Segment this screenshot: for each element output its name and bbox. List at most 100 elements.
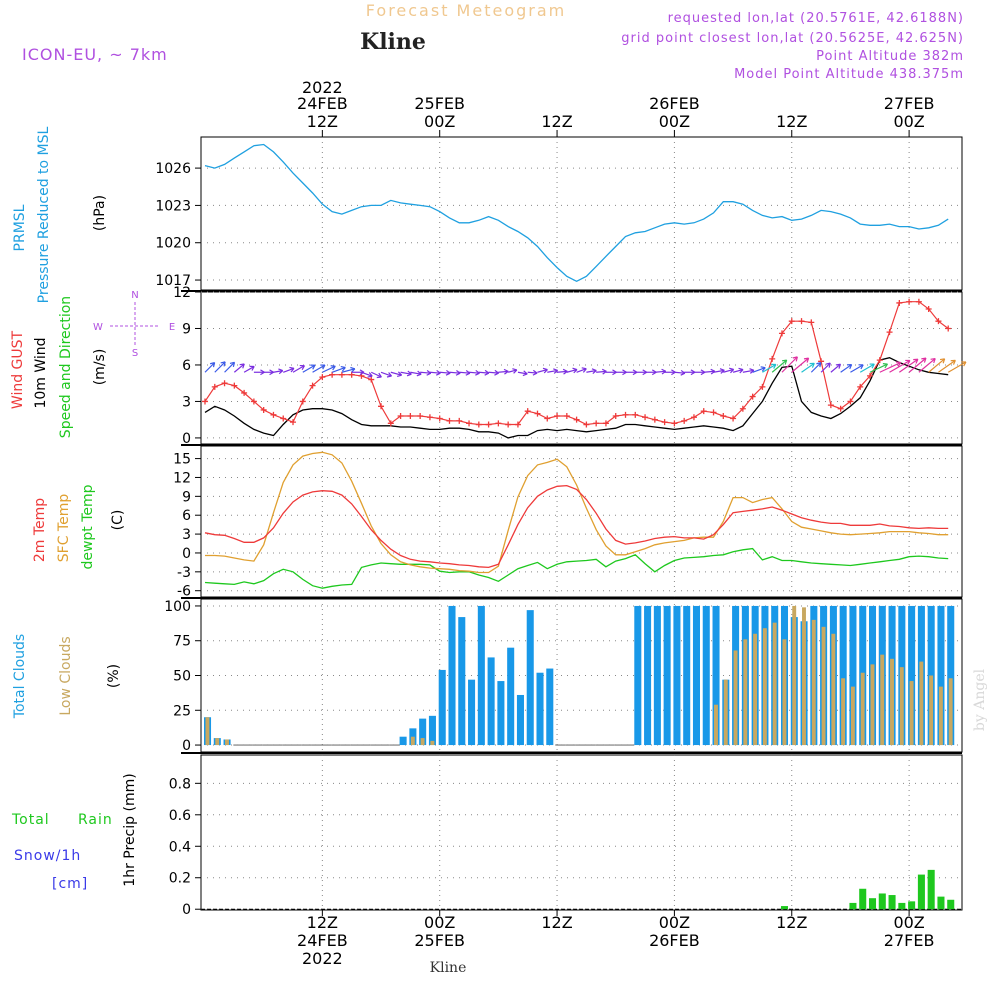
ytick-label-precipitation: 0.6 <box>169 808 191 824</box>
wind-direction-arrow-icon <box>283 367 295 373</box>
total-cloud-bar <box>673 605 681 746</box>
gust-marker <box>417 413 424 420</box>
gust-marker <box>700 408 707 415</box>
compass-e: E <box>169 322 175 333</box>
gust-marker <box>319 374 326 381</box>
low-cloud-bar <box>860 672 865 746</box>
wind-arrowhead-icon <box>396 371 403 378</box>
low-clouds-label: Low Clouds <box>58 636 74 715</box>
wind-direction-arrow-icon <box>468 371 480 374</box>
wind-direction-arrow-icon <box>781 356 798 373</box>
low-cloud-bar <box>714 704 718 746</box>
temp-unit: (C) <box>110 510 126 531</box>
sfc-temp-series-line <box>205 451 949 574</box>
wind-arrowhead-icon <box>760 366 766 372</box>
total-cloud-bar <box>438 669 446 746</box>
point-altitude: Point Altitude 382m <box>816 49 964 64</box>
total-cloud-bar <box>683 605 691 746</box>
wind-direction-arrow-icon <box>498 370 509 373</box>
precip-axis-label: 1hr Precip (mm) <box>122 773 138 886</box>
ytick-label-clouds: 0 <box>182 738 191 754</box>
bottom-x-label-line1: 00Z <box>659 913 690 932</box>
pressure-series-line <box>204 143 949 283</box>
ytick-label-pressure: 1017 <box>155 273 191 289</box>
wind-direction-arrow-icon <box>850 364 864 373</box>
wind-arrowhead-icon <box>729 367 735 374</box>
gust-marker <box>798 318 805 325</box>
rain-bar <box>859 888 867 910</box>
wind-arrowhead-icon <box>572 367 578 374</box>
low-cloud-bar <box>733 650 738 746</box>
low-cloud-bar <box>811 619 816 746</box>
wind-arrowhead-icon <box>921 357 927 363</box>
wind-arrowhead-icon <box>229 361 236 367</box>
wind-direction-arrow-icon <box>801 362 815 373</box>
rain-bar <box>849 902 857 910</box>
clouds-unit: (%) <box>106 664 122 688</box>
wind-direction-arrow-icon <box>508 369 518 373</box>
total-cloud-bar <box>536 672 544 746</box>
t2m-label: 2m Temp <box>32 498 48 562</box>
wind-direction-arrow-icon <box>527 371 538 374</box>
wind-direction-arrow-icon <box>331 366 346 373</box>
wind-arrowhead-icon <box>905 359 911 365</box>
wind-arrowhead-icon <box>269 369 274 376</box>
gust-marker <box>847 398 854 405</box>
gust-marker <box>534 410 541 417</box>
gust-marker <box>554 413 561 420</box>
wind-direction-arrow-icon <box>576 368 587 373</box>
low-cloud-bar <box>948 678 953 746</box>
wind-arrowhead-icon <box>835 363 842 369</box>
ytick-label-wind: 9 <box>182 321 191 337</box>
speed-dir-label: Speed and Direction <box>58 296 74 438</box>
ytick-label-precipitation: 0 <box>182 902 191 918</box>
gust-marker <box>906 298 913 305</box>
wind-arrowhead-icon <box>278 368 284 375</box>
gust-marker <box>466 420 473 427</box>
wind-arrowhead-icon <box>562 368 568 375</box>
precip-total-label: Total <box>11 812 50 828</box>
rain-bar <box>780 906 789 910</box>
total-cloud-bar <box>428 715 436 746</box>
ytick-label-precipitation: 0.2 <box>169 871 191 887</box>
total-cloud-bar <box>507 647 515 746</box>
total-cloud-bar <box>487 657 495 746</box>
total-cloud-bar <box>908 605 916 746</box>
wind-direction-arrow-icon <box>908 357 927 373</box>
wind-direction-arrow-icon <box>380 371 392 377</box>
gust-marker <box>827 402 834 409</box>
low-cloud-bar <box>753 633 758 746</box>
ytick-label-pressure: 1023 <box>155 198 191 214</box>
bottom-x-label-line1: 12Z <box>307 913 338 932</box>
panel-frame-temperature <box>200 445 963 598</box>
ytick-label-temperature: -6 <box>177 584 191 600</box>
low-cloud-bar <box>841 678 846 746</box>
gust-marker <box>866 372 873 379</box>
wind-arrowhead-icon <box>961 361 967 367</box>
total-cloud-bar <box>477 605 485 746</box>
wind-direction-arrow-icon <box>869 363 888 373</box>
bottom-x-label-line1: 12Z <box>541 913 572 932</box>
y-axes: 1017 1020 1023 1026 0 3 6 9 12 -6 -3 0 3 6 9 12 15 0 25 50 7… <box>155 161 201 918</box>
wind-direction-arrow-icon <box>791 357 809 373</box>
ytick-label-wind: 0 <box>182 431 191 447</box>
wind-arrowhead-icon <box>939 358 946 364</box>
wind-direction-arrow-icon <box>547 369 558 373</box>
gust-marker <box>778 330 785 337</box>
low-cloud-bar <box>802 607 806 746</box>
gust-marker <box>749 393 756 400</box>
top-x-label-line3: 00Z <box>424 112 455 131</box>
low-cloud-bar <box>792 605 797 746</box>
gust-marker <box>436 415 443 422</box>
total-cloud-bar <box>526 610 534 746</box>
gust-marker <box>583 421 590 428</box>
gust-marker <box>231 382 238 389</box>
wind-direction-arrow-icon <box>732 369 744 373</box>
wind-direction-arrow-icon <box>243 365 255 373</box>
wind-arrowhead-icon <box>895 361 902 367</box>
gust-marker <box>280 415 287 422</box>
gust-marker <box>407 413 414 420</box>
ytick-label-temperature: 6 <box>182 508 191 524</box>
wind-direction-arrow-icon <box>478 371 489 374</box>
gust-series-line <box>204 301 949 426</box>
